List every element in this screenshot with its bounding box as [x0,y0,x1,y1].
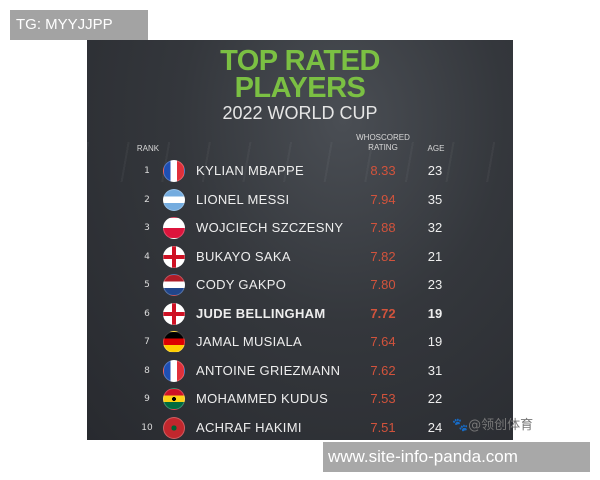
header-rating-line1: WHOSCORED [356,133,410,142]
rating: 7.82 [370,248,396,264]
rank: 2 [144,194,150,205]
header-rating-line2: RATING [368,143,398,152]
age: 24 [427,419,443,435]
rank: 8 [144,365,150,376]
rank: 9 [144,394,150,404]
header-rating: WHOSCORED RATING [343,133,423,153]
rank: 7 [144,337,150,347]
age: 21 [427,248,443,264]
rating: 7.53 [370,391,396,406]
age: 23 [427,277,443,292]
table-row: 7 JAMAL MUSIALA 7.64 19 [87,330,513,354]
england-flag-icon [163,302,185,325]
age: 35 [427,191,443,207]
age: 23 [427,163,443,178]
player-name: ACHRAF HAKIMI [196,419,302,435]
rating: 8.33 [370,163,396,178]
age: 32 [427,220,443,235]
title-line2: PLAYERS [234,72,366,104]
rank: 6 [144,308,150,319]
rating: 7.72 [370,305,396,321]
netherlands-flag-icon [163,274,185,296]
player-name: WOJCIECH SZCZESNY [196,220,344,235]
player-name: LIONEL MESSI [196,191,290,207]
rank: 10 [141,422,153,433]
morocco-flag-icon [163,416,185,439]
player-name: KYLIAN MBAPPE [196,163,304,178]
age: 22 [427,391,443,406]
rank: 4 [144,251,150,262]
table-row: 1 KYLIAN MBAPPE 8.33 23 [87,159,513,183]
watermark: 🐾@领创体育 [452,418,534,433]
table-row: 4 BUKAYO SAKA 7.82 21 [87,245,513,269]
tag-label: TG: MYYJJPP [10,10,148,40]
germany-flag-icon [163,331,185,353]
rank: 3 [144,223,150,233]
ghana-flag-icon [163,388,185,410]
age: 19 [427,334,443,349]
rating: 7.80 [370,277,396,292]
table-row: 2 LIONEL MESSI 7.94 35 [87,188,513,212]
player-name: ANTOINE GRIEZMANN [196,362,341,378]
header-age: AGE [427,144,445,153]
table-row: 9 MOHAMMED KUDUS 7.53 22 [87,387,513,411]
title-line1: TOP RATED [220,45,380,77]
france-flag-icon [163,359,185,382]
rating: 7.88 [370,220,396,235]
poland-flag-icon [163,217,185,239]
table-row: 3 WOJCIECH SZCZESNY 7.88 32 [87,216,513,240]
table-row: 6 JUDE BELLINGHAM 7.72 19 [87,302,513,326]
rating: 7.94 [370,191,396,207]
player-name: JAMAL MUSIALA [196,334,303,349]
age: 19 [427,305,443,321]
rating: 7.51 [370,419,396,435]
argentina-flag-icon [163,188,185,211]
subtitle: 2022 WORLD CUP [222,103,378,123]
rank: 1 [144,166,150,176]
rank: 5 [144,280,150,290]
player-name: BUKAYO SAKA [196,248,291,264]
france-flag-icon [163,160,185,182]
rating: 7.62 [370,362,396,378]
table-row: 10 ACHRAF HAKIMI 7.51 24 [87,416,513,440]
england-flag-icon [163,245,185,268]
infographic-card: TOP RATED PLAYERS 2022 WORLD CUP RANK WH… [87,40,513,440]
player-name: MOHAMMED KUDUS [196,391,329,406]
player-name: CODY GAKPO [196,277,287,292]
player-name: JUDE BELLINGHAM [196,305,326,321]
table-row: 8 ANTOINE GRIEZMANN 7.62 31 [87,359,513,383]
age: 31 [427,362,443,378]
site-label: www.site-info-panda.com [323,442,590,472]
header-rank: RANK [136,144,160,153]
table-row: 5 CODY GAKPO 7.80 23 [87,273,513,297]
rating: 7.64 [370,334,396,349]
